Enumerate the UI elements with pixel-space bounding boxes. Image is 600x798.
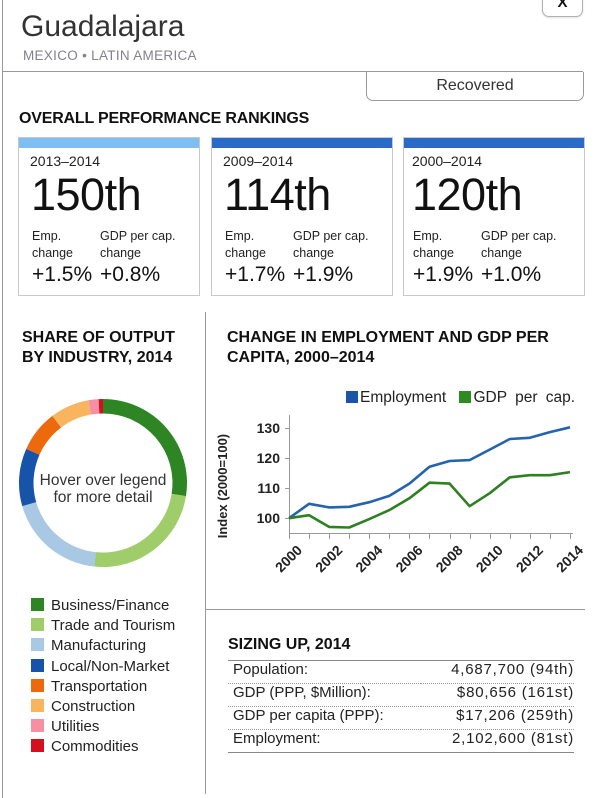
svg-text:100: 100 [257,510,281,526]
svg-text:2006: 2006 [392,542,425,575]
svg-text:110: 110 [257,480,280,496]
svg-text:2012: 2012 [513,542,546,575]
svg-text:130: 130 [257,420,281,436]
svg-text:2004: 2004 [352,542,385,575]
svg-text:2008: 2008 [432,542,465,575]
svg-text:2002: 2002 [312,542,345,575]
svg-text:Index (2000=100): Index (2000=100) [215,434,230,538]
svg-text:2010: 2010 [473,542,506,575]
svg-text:120: 120 [257,450,281,466]
svg-text:2014: 2014 [553,542,586,575]
svg-text:2000: 2000 [272,542,305,575]
